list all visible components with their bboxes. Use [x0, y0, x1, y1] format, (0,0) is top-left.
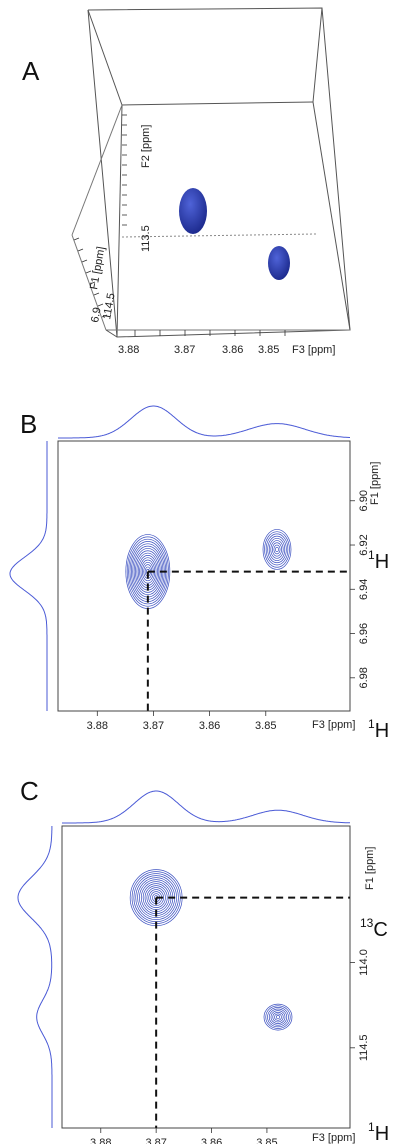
panel-label-a: A — [22, 56, 40, 86]
b-crosshair — [146, 570, 350, 711]
b-x-nucleus-symbol: H — [375, 720, 389, 742]
c-contour-p1-l7 — [275, 1015, 281, 1020]
b-contour-p1-l2 — [265, 533, 289, 566]
b-y-tick-label-0: 6.90 — [358, 490, 370, 511]
b-contour-p1-l6 — [271, 542, 283, 557]
peak-blob-2 — [268, 246, 290, 280]
c-y-nucleus-symbol: C — [373, 919, 387, 941]
b-contour-p1-l5 — [270, 540, 284, 559]
c-y-nucleus: 13C — [360, 916, 388, 941]
b-x-tick-label-1: 3.87 — [143, 720, 164, 732]
c-top-projection — [62, 790, 350, 824]
c-x-tick-label-1: 3.87 — [145, 1137, 166, 1144]
b-left-projection — [9, 441, 48, 711]
c-x-tick-label-3: 3.85 — [256, 1137, 277, 1144]
c-contours — [129, 869, 293, 1031]
panel-a: A — [22, 7, 351, 356]
b-x-tick-label-0: 3.88 — [87, 720, 108, 732]
b-plot-frame — [57, 440, 351, 712]
c-x-tick-label-0: 3.88 — [90, 1137, 111, 1144]
panel-label-c: C — [20, 776, 39, 806]
a-x-tick-3: 3.85 — [258, 344, 279, 356]
b-y-tick-label-3: 6.96 — [358, 623, 370, 644]
c-contour-p0-l9 — [146, 887, 166, 909]
c-contour-p0-l10 — [148, 889, 164, 907]
b-contours — [125, 529, 292, 609]
peak-blob-1 — [179, 188, 207, 234]
b-contour-p1-l7 — [273, 544, 281, 555]
b-top-projection — [58, 405, 350, 439]
b-contour-p0-l1 — [126, 536, 169, 607]
c-contour-p1-l6 — [274, 1013, 282, 1021]
a-x-tick-0: 3.88 — [118, 344, 139, 356]
c-y-ticks: 114.0 114.5 — [350, 949, 370, 1061]
c-x-tick-label-2: 3.86 — [201, 1137, 222, 1144]
b-x-tick-label-2: 3.86 — [199, 720, 220, 732]
b-y-ticks: 6.90 6.92 6.94 6.96 6.98 — [350, 490, 370, 689]
c-contour-p1-l0 — [263, 1003, 293, 1031]
b-y-nucleus-mass: 1 — [368, 548, 375, 562]
a-f2-tick-0: 113.5 — [140, 225, 152, 252]
b-y-tick-label-4: 6.98 — [358, 667, 370, 688]
b-y-nucleus-symbol: H — [375, 551, 389, 573]
c-y-tick-label-0: 114.0 — [358, 949, 370, 976]
f2-axis-ticks — [122, 114, 127, 226]
c-x-nucleus-mass: 1 — [368, 1120, 375, 1134]
a-f1-axis-label: F1 [ppm] — [88, 246, 107, 291]
c-y-axis-label: F1 [ppm] — [364, 847, 376, 890]
cube-frame — [71, 7, 351, 338]
c-contour-p1-l2 — [267, 1006, 289, 1028]
a-x-tick-2: 3.86 — [222, 344, 243, 356]
b-y-tick-label-2: 6.94 — [358, 579, 370, 600]
b-contour-p1-l4 — [268, 537, 286, 561]
c-contour-p1-l4 — [270, 1010, 286, 1024]
a-x-axis-label: F3 [ppm] — [292, 344, 335, 356]
f1-axis-ticks — [73, 237, 108, 318]
b-y-nucleus: 1H — [368, 548, 389, 573]
b-x-axis-label: F3 [ppm] — [312, 719, 355, 731]
panel-b: B 3.88 3.87 3.86 3.85 6.906.926.946.966.98 … — [9, 405, 389, 742]
c-x-nucleus: 1H — [368, 1120, 389, 1144]
c-contour-p1-l5 — [272, 1011, 284, 1023]
c-x-axis-label: F3 [ppm] — [312, 1132, 355, 1144]
c-contour-p0-l3 — [135, 875, 177, 921]
c-y-nucleus-mass: 13 — [360, 916, 374, 930]
c-x-ticks: 3.88 3.87 3.86 3.85 — [90, 1128, 278, 1144]
c-x-nucleus-symbol: H — [375, 1123, 389, 1144]
b-contour-p1-l3 — [267, 535, 287, 564]
a-f1-tick-1: 6.9 — [89, 306, 103, 323]
f3-axis-ticks — [134, 330, 286, 336]
b-x-ticks: 3.88 3.87 3.86 3.85 — [87, 711, 276, 732]
c-crosshair — [155, 896, 350, 1128]
b-y-tick-label-1: 6.92 — [358, 534, 370, 555]
c-y-tick-label-1: 114.5 — [358, 1034, 370, 1061]
c-contour-p1-l1 — [265, 1005, 291, 1029]
b-contour-p0-l2 — [128, 538, 168, 605]
c-contour-p1-l3 — [268, 1008, 288, 1026]
panel-c: C 3.88 3.87 3.86 3.85 114.0 114.5 F3 [ppm] F… — [17, 776, 389, 1144]
b-x-nucleus: 1H — [368, 717, 389, 742]
a-x-tick-1: 3.87 — [174, 344, 195, 356]
b-contour-p1-l1 — [264, 531, 290, 568]
b-x-tick-label-3: 3.85 — [255, 720, 276, 732]
b-x-nucleus-mass: 1 — [368, 717, 375, 731]
b-contour-p1-l0 — [262, 529, 292, 570]
panel-label-b: B — [20, 409, 37, 439]
a-f1-tick-0: 114.5 — [101, 292, 117, 320]
b-contour-p1-l8 — [275, 546, 279, 553]
b-y-axis-label: F1 [ppm] — [369, 462, 381, 505]
c-left-projection — [17, 826, 53, 1128]
a-f2-axis-label: F2 [ppm] — [140, 125, 152, 168]
c-plot-frame — [61, 825, 351, 1129]
